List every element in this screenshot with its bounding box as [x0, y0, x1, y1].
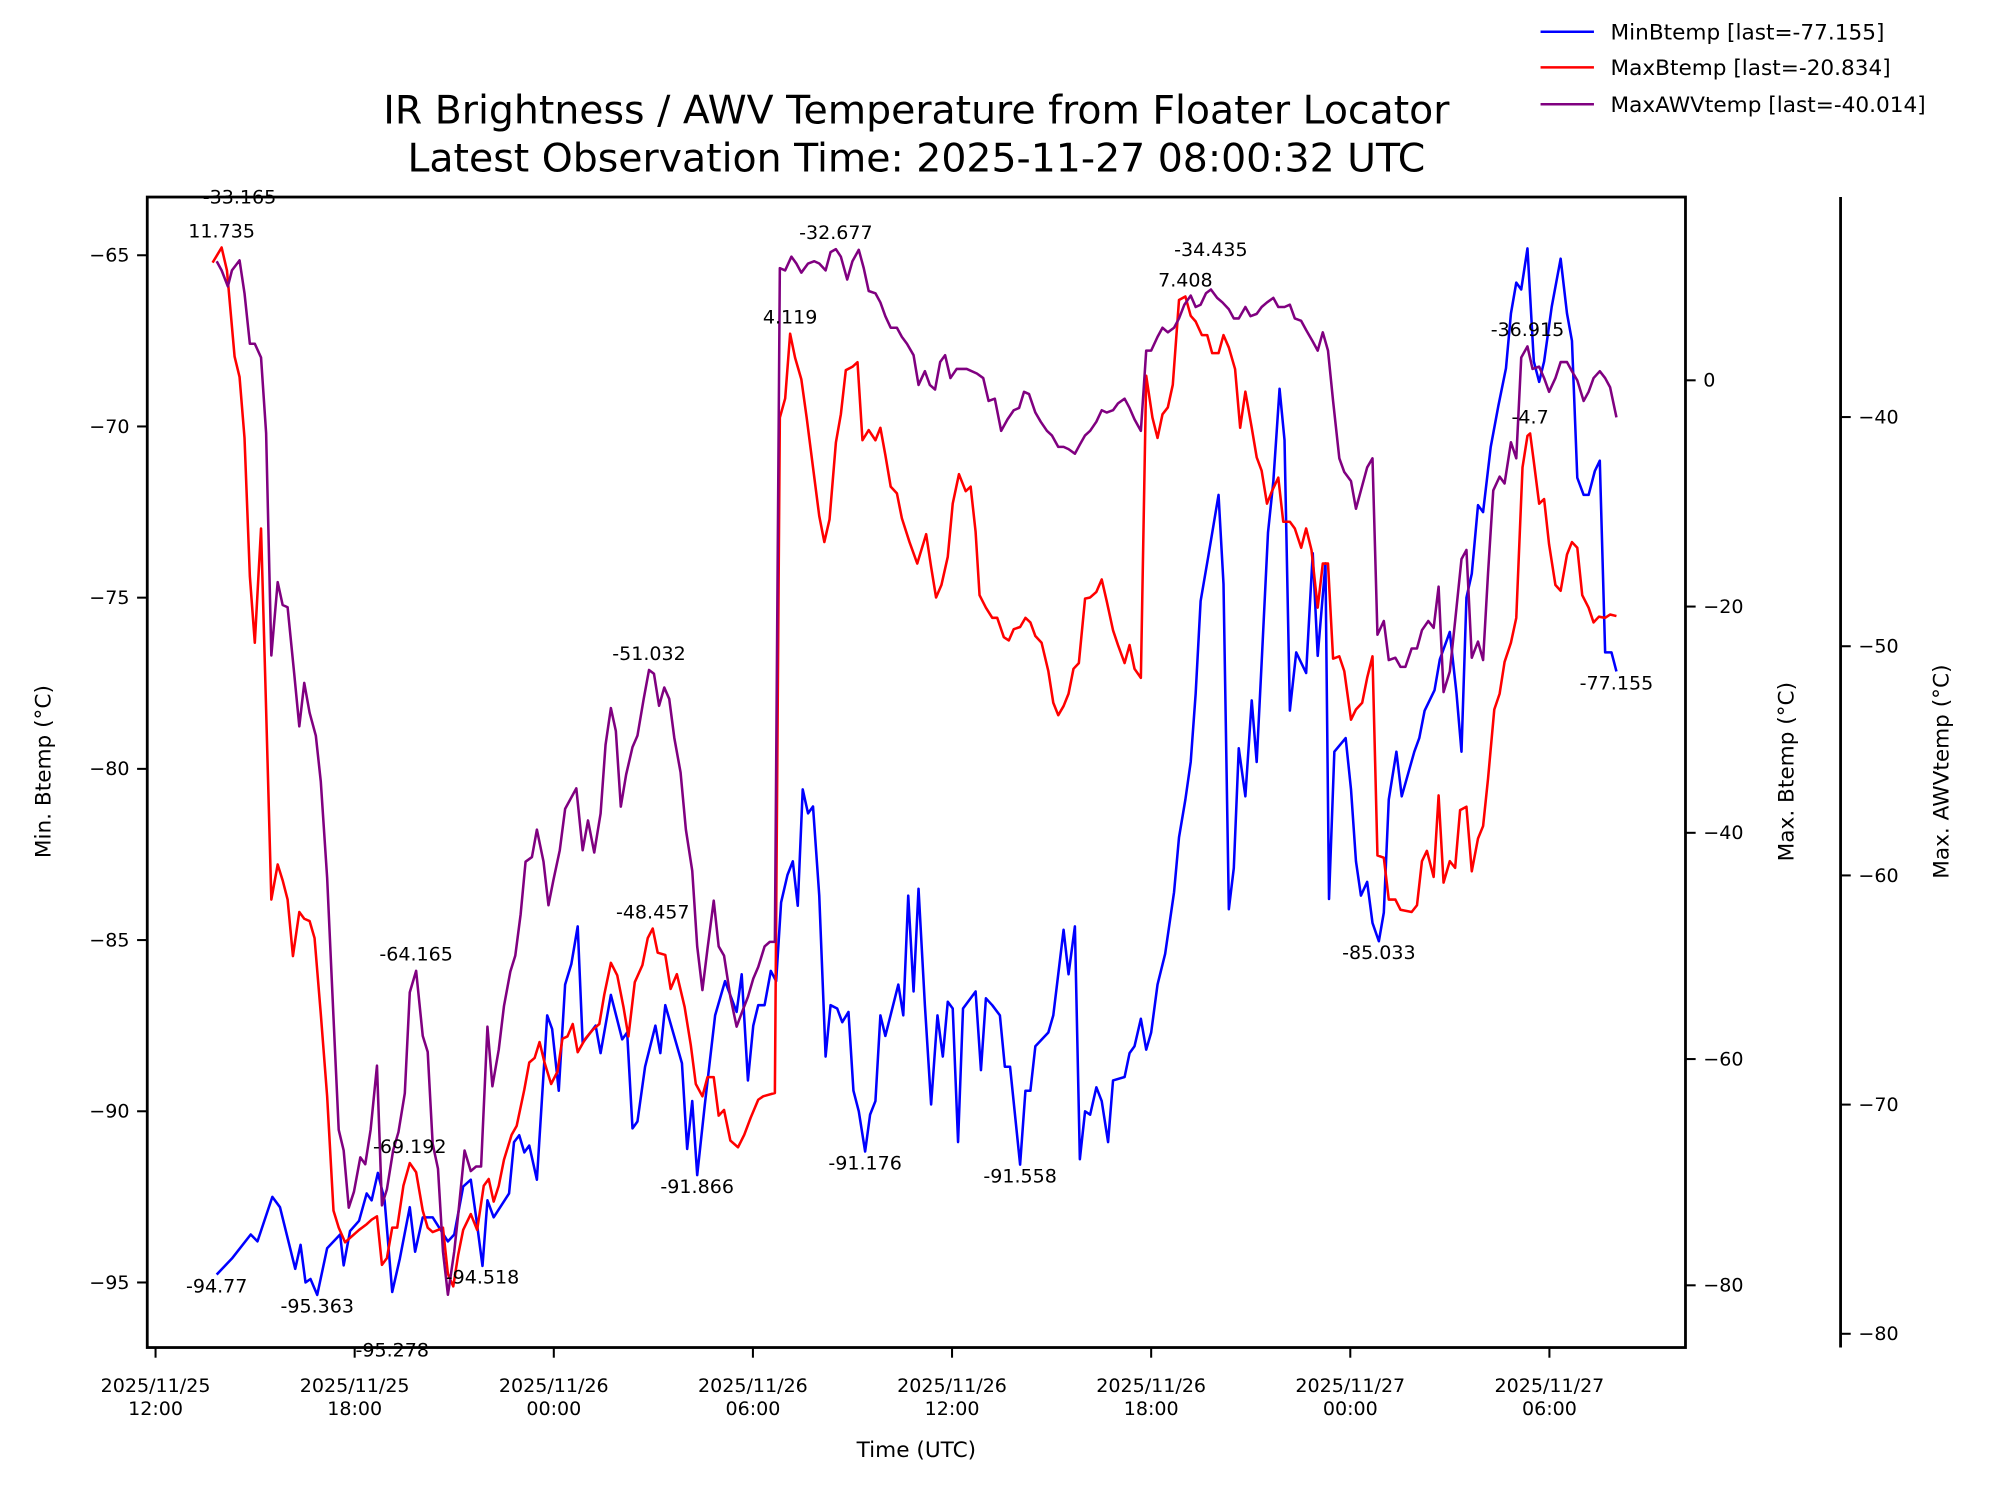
- right2-y-tick-label: −70: [1858, 1094, 1898, 1116]
- left-axis-label: Min. Btemp (°C): [32, 685, 57, 858]
- right-y-tick-label: −60: [1703, 1048, 1743, 1070]
- chart-title-line-1: IR Brightness / AWV Temperature from Flo…: [383, 87, 1450, 133]
- left-y-tick-label: −90: [89, 1101, 129, 1123]
- x-axis: 2025/11/2512:002025/11/2518:002025/11/26…: [101, 1347, 1605, 1420]
- x-tick-label-time: 06:00: [1522, 1398, 1577, 1420]
- left-y-tick-label: −80: [89, 758, 129, 780]
- data-label: -85.033: [1342, 942, 1416, 964]
- left-y-tick-label: −95: [89, 1272, 129, 1294]
- right-y-tick-label: −40: [1703, 822, 1743, 844]
- legend-label-awv: MaxAWVtemp [last=-40.014]: [1610, 93, 1925, 118]
- right2-axis-label: Max. AWVtemp (°C): [1930, 664, 1955, 878]
- data-label: -95.363: [280, 1296, 354, 1318]
- x-tick-label-date: 2025/11/27: [1295, 1375, 1405, 1397]
- right2-y-tick-label: −60: [1858, 865, 1898, 887]
- x-tick-label-date: 2025/11/26: [499, 1375, 609, 1397]
- x-tick-label-time: 12:00: [925, 1398, 980, 1420]
- left-y-tick-label: −65: [89, 245, 129, 267]
- plot-frame: [145, 195, 1687, 1349]
- data-label: -36.915: [1491, 319, 1565, 341]
- data-label: -34.435: [1174, 239, 1248, 261]
- x-tick-label-time: 00:00: [526, 1398, 581, 1420]
- x-tick-label-time: 18:00: [327, 1398, 382, 1420]
- data-label: -91.866: [660, 1176, 734, 1198]
- x-tick-label-date: 2025/11/27: [1495, 1375, 1605, 1397]
- series-line-awv: [215, 247, 1618, 1297]
- left-y-tick-label: −70: [89, 416, 129, 438]
- right-y-axis: −80 −60 −40 −20 0: [1685, 370, 1743, 1297]
- data-label: 7.408: [1158, 269, 1213, 291]
- legend: MinBtemp [last=-77.155] MaxBtemp [last=-…: [1540, 20, 1926, 118]
- series-layer: [211, 246, 1618, 1297]
- chart-title-line-2: Latest Observation Time: 2025-11-27 08:0…: [407, 136, 1425, 182]
- series-line-max: [211, 246, 1617, 1288]
- data-label: -4.7: [1512, 406, 1549, 428]
- right-y-tick-label: −80: [1703, 1275, 1743, 1297]
- right2-y-tick-label: −50: [1858, 636, 1898, 658]
- right-y-tick-label: 0: [1703, 370, 1715, 392]
- legend-label-max: MaxBtemp [last=-20.834]: [1610, 56, 1890, 81]
- x-tick-label-date: 2025/11/25: [300, 1375, 410, 1397]
- x-tick-label-date: 2025/11/26: [897, 1375, 1007, 1397]
- data-label: -94.518: [446, 1267, 520, 1289]
- left-y-tick-label: −75: [89, 587, 129, 609]
- annotations: 11.735-33.165-94.77-95.363-95.278-69.192…: [186, 187, 1653, 1362]
- data-label: -51.032: [612, 643, 686, 665]
- series-line-min: [215, 247, 1618, 1297]
- data-label: -95.278: [355, 1339, 429, 1361]
- data-label: -48.457: [616, 901, 690, 923]
- right2-y-axis: −80 −70 −60 −50 −40: [1840, 406, 1899, 1345]
- left-y-axis: −95 −90 −85 −80 −75 −70 −65: [89, 245, 148, 1294]
- data-label: -77.155: [1580, 672, 1654, 694]
- x-tick-label-time: 18:00: [1124, 1398, 1179, 1420]
- x-tick-label-date: 2025/11/26: [1096, 1375, 1206, 1397]
- x-tick-label-time: 06:00: [725, 1398, 780, 1420]
- x-tick-label-date: 2025/11/26: [698, 1375, 808, 1397]
- data-label: -94.77: [186, 1275, 247, 1297]
- x-tick-label-time: 12:00: [128, 1398, 183, 1420]
- left-y-tick-label: −85: [89, 929, 129, 951]
- right2-y-tick-label: −80: [1858, 1323, 1898, 1345]
- x-axis-label: Time (UTC): [856, 1438, 976, 1463]
- data-label: -91.176: [828, 1152, 902, 1174]
- data-label: -64.165: [379, 944, 453, 966]
- x-tick-label-time: 00:00: [1323, 1398, 1378, 1420]
- right2-y-tick-label: −40: [1858, 406, 1898, 428]
- right-axis-label: Max. Btemp (°C): [1775, 682, 1800, 861]
- legend-label-min: MinBtemp [last=-77.155]: [1610, 20, 1884, 45]
- data-label: -32.677: [799, 222, 873, 244]
- right-y-tick-label: −20: [1703, 596, 1743, 618]
- data-label: 11.735: [188, 220, 255, 242]
- data-label: 4.119: [763, 307, 818, 329]
- x-tick-label-date: 2025/11/25: [101, 1375, 211, 1397]
- data-label: -69.192: [373, 1136, 447, 1158]
- data-label: -91.558: [983, 1165, 1057, 1187]
